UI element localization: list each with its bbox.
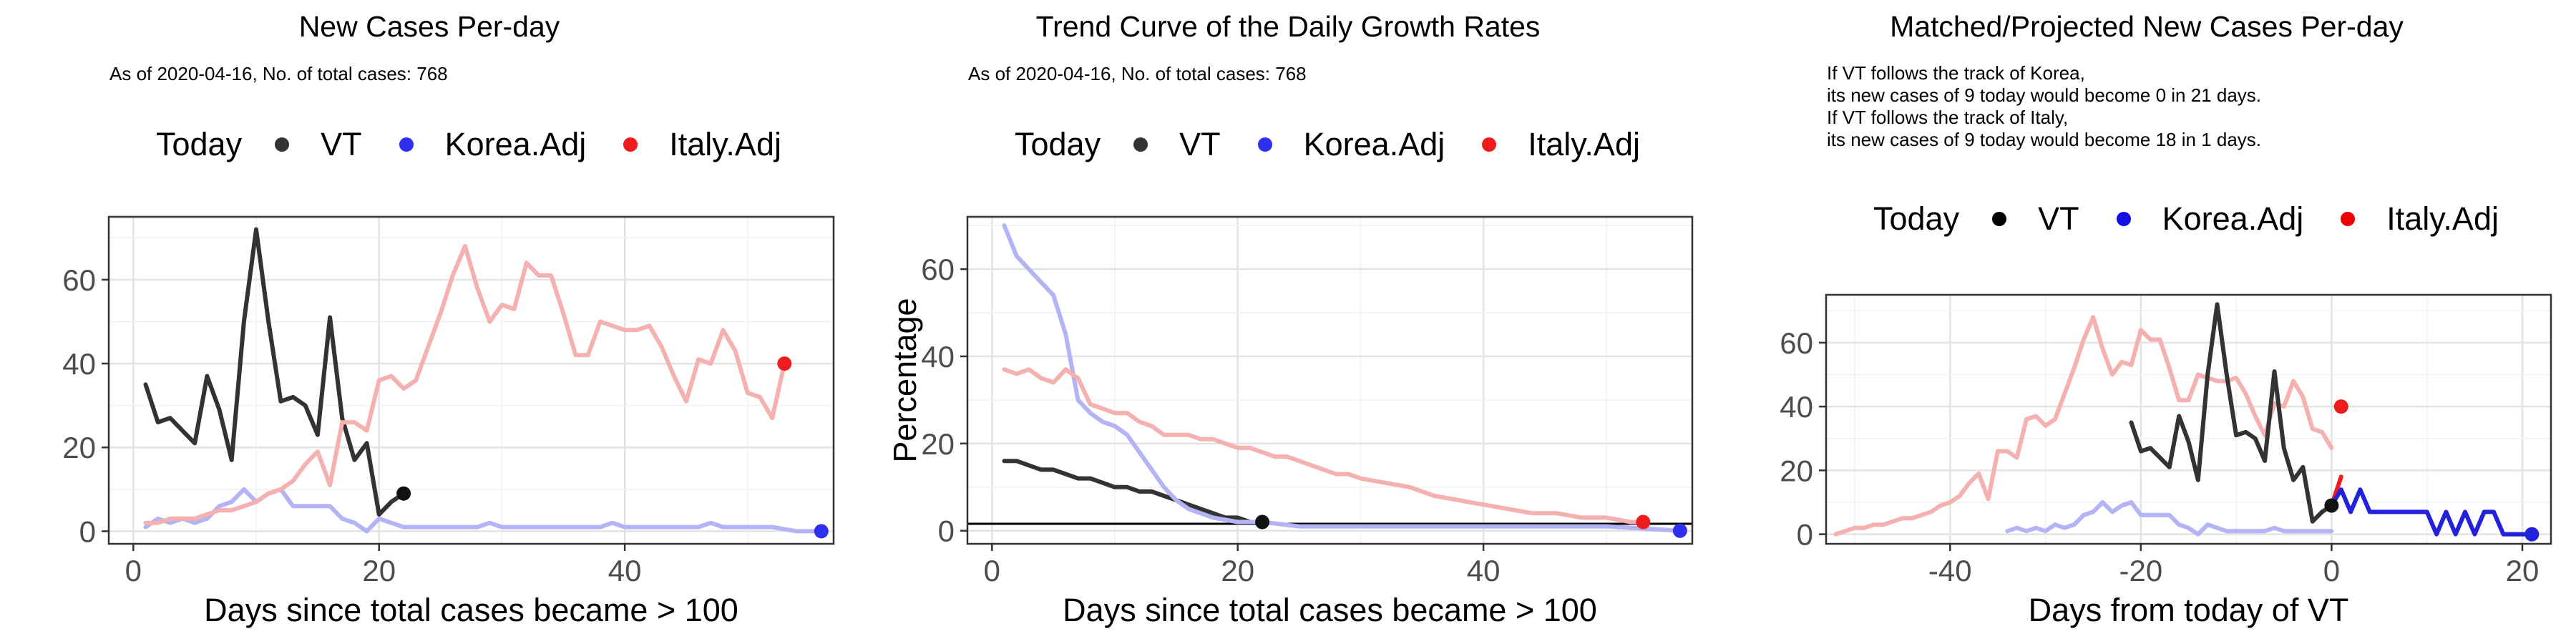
plot-border	[966, 215, 1694, 545]
chart-panel-growth-rates: Trend Curve of the Daily Growth Rates As…	[859, 0, 1717, 644]
today-point-korea-adj	[2524, 527, 2540, 542]
chart-legend: Today VT Korea.Adj Italy.Adj	[1873, 200, 2536, 238]
legend-dot-korea	[2116, 212, 2131, 226]
legend-item-vt: VT	[1133, 126, 1221, 163]
chart-subtitle: As of 2020-04-16, No. of total cases: 76…	[109, 63, 448, 84]
legend-label-korea: Korea.Adj	[1303, 126, 1445, 162]
y-tick-label: 40	[921, 340, 955, 374]
legend-dot-vt	[275, 137, 290, 152]
legend-title: Today	[1873, 200, 1960, 237]
legend-label-italy: Italy.Adj	[669, 126, 781, 162]
series-line-vt	[143, 227, 406, 517]
legend-item-italy: Italy.Adj	[2341, 200, 2499, 238]
chart-panel-projected: Matched/Projected New Cases Per-day If V…	[1717, 0, 2576, 644]
legend-dot-italy	[623, 137, 638, 152]
y-tick-label: 60	[921, 253, 955, 286]
chart-plot: 0 20 40 0 20 40 60 Days since total cases becam…	[887, 215, 1694, 628]
legend-item-italy: Italy.Adj	[1482, 126, 1640, 163]
note-line: If VT follows the track of Korea,	[1827, 62, 2085, 84]
legend-item-vt: VT	[275, 126, 362, 163]
y-tick-label: 60	[1780, 326, 1813, 360]
legend-dot-korea	[1257, 137, 1272, 152]
today-point-italy-adj	[1636, 514, 1651, 530]
note-line: its new cases of 9 today would become 0 …	[1827, 84, 2262, 106]
chart-plot: 0 20 40 0 20 40 60 Days since total cases becam…	[62, 215, 835, 628]
legend-dot-italy	[1482, 137, 1497, 152]
today-point-italy-adj	[2333, 399, 2348, 414]
series-line-korea-adj	[2005, 500, 2334, 537]
chart-title: New Cases Per-day	[298, 10, 560, 43]
today-point-vt	[1255, 514, 1270, 530]
legend-item-italy: Italy.Adj	[623, 126, 781, 163]
today-point-korea-adj	[814, 524, 829, 539]
x-tick-label: -40	[1928, 554, 1972, 587]
legend-item-vt: VT	[1992, 200, 2079, 238]
series-line-italy-adj	[1833, 315, 2334, 537]
x-tick-label: 0	[125, 554, 142, 587]
series-line-korea-adj	[1002, 223, 1682, 533]
legend-label-italy: Italy.Adj	[1528, 126, 1640, 162]
x-axis-label: Days since total cases became > 100	[204, 592, 738, 628]
note-line: its new cases of 9 today would become 18…	[1827, 129, 2262, 150]
y-tick-label: 20	[921, 427, 955, 461]
today-point-vt	[2324, 498, 2339, 513]
legend-title: Today	[1015, 126, 1101, 162]
series-line-korea-adj-projected	[2329, 487, 2534, 537]
x-tick-label: 0	[984, 554, 1000, 587]
today-point-vt	[396, 486, 411, 501]
series-line-vt	[1002, 459, 1265, 525]
chart-plot: -40 -20 0 20 0 20 40 60 Days from today of VT	[1780, 293, 2552, 628]
plot-border	[107, 215, 835, 545]
legend-item-korea: Korea.Adj	[2116, 200, 2304, 238]
chart-panel-new-cases: New Cases Per-day As of 2020-04-16, No. …	[0, 0, 859, 644]
chart-legend: Today VT Korea.Adj Italy.Adj	[156, 126, 819, 163]
y-axis-label: Percentage	[887, 298, 923, 462]
legend-label-italy: Italy.Adj	[2386, 200, 2499, 237]
legend-label-vt: VT	[1179, 126, 1221, 162]
legend-label-vt: VT	[321, 126, 362, 162]
x-tick-label: -20	[2119, 554, 2163, 587]
x-tick-label: 0	[2323, 554, 2340, 587]
x-tick-label: 40	[1467, 554, 1501, 587]
x-tick-label: 20	[362, 554, 396, 587]
plot-border	[1825, 293, 2552, 545]
series-line-vt	[2129, 302, 2334, 524]
legend-dot-vt	[1992, 212, 2007, 226]
chart-title: Matched/Projected New Cases Per-day	[1890, 10, 2404, 43]
y-tick-label: 0	[938, 514, 955, 548]
chart-legend: Today VT Korea.Adj Italy.Adj	[1015, 126, 1677, 163]
y-tick-label: 40	[1780, 390, 1813, 424]
note-line: If VT follows the track of Italy,	[1827, 107, 2069, 128]
series-line-italy-adj	[143, 244, 787, 525]
y-tick-label: 0	[1797, 518, 1813, 552]
x-tick-label: 20	[1221, 554, 1254, 587]
plot-background	[967, 217, 1692, 544]
plot-background	[1826, 295, 2551, 544]
legend-label-korea: Korea.Adj	[444, 126, 587, 162]
legend-dot-vt	[1133, 137, 1148, 152]
legend-label-vt: VT	[2038, 200, 2079, 237]
legend-item-korea: Korea.Adj	[1257, 126, 1445, 163]
legend-item-korea: Korea.Adj	[399, 126, 587, 163]
x-axis-label: Days from today of VT	[2029, 592, 2349, 628]
legend-dot-korea	[399, 137, 414, 152]
y-tick-label: 0	[79, 514, 96, 548]
legend-dot-italy	[2341, 212, 2356, 226]
chart-notes: If VT follows the track of Korea, its ne…	[1827, 62, 2261, 151]
y-tick-label: 20	[1780, 454, 1813, 487]
y-tick-label: 60	[62, 263, 96, 297]
y-tick-label: 40	[62, 347, 96, 381]
series-line-korea-adj	[143, 487, 824, 534]
legend-label-korea: Korea.Adj	[2162, 200, 2304, 237]
y-tick-label: 20	[62, 431, 96, 464]
today-point-korea-adj	[1672, 523, 1687, 538]
legend-title: Today	[156, 126, 243, 162]
series-line-italy-adj	[1002, 367, 1646, 525]
x-tick-label: 40	[608, 554, 642, 587]
x-tick-label: 20	[2506, 554, 2540, 587]
x-axis-label: Days since total cases became > 100	[1063, 592, 1597, 628]
chart-title: Trend Curve of the Daily Growth Rates	[1035, 10, 1541, 43]
chart-subtitle: As of 2020-04-16, No. of total cases: 76…	[968, 63, 1307, 84]
today-point-italy-adj	[777, 356, 792, 371]
